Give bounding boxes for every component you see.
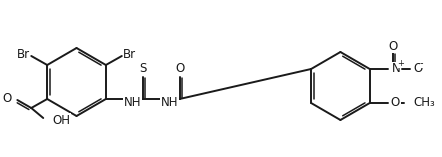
Text: O: O: [175, 62, 184, 76]
Text: OH: OH: [52, 114, 70, 127]
Text: O: O: [414, 62, 423, 76]
Text: NH: NH: [124, 97, 141, 109]
Text: CH₃: CH₃: [414, 97, 435, 109]
Text: Br: Br: [17, 49, 30, 62]
Text: -: -: [419, 58, 423, 68]
Text: +: +: [398, 59, 404, 68]
Text: O: O: [2, 92, 11, 106]
Text: NH: NH: [161, 97, 178, 109]
Text: S: S: [139, 62, 146, 76]
Text: Br: Br: [123, 49, 136, 62]
Text: O: O: [391, 97, 400, 109]
Text: N: N: [392, 62, 400, 76]
Text: O: O: [388, 40, 397, 52]
